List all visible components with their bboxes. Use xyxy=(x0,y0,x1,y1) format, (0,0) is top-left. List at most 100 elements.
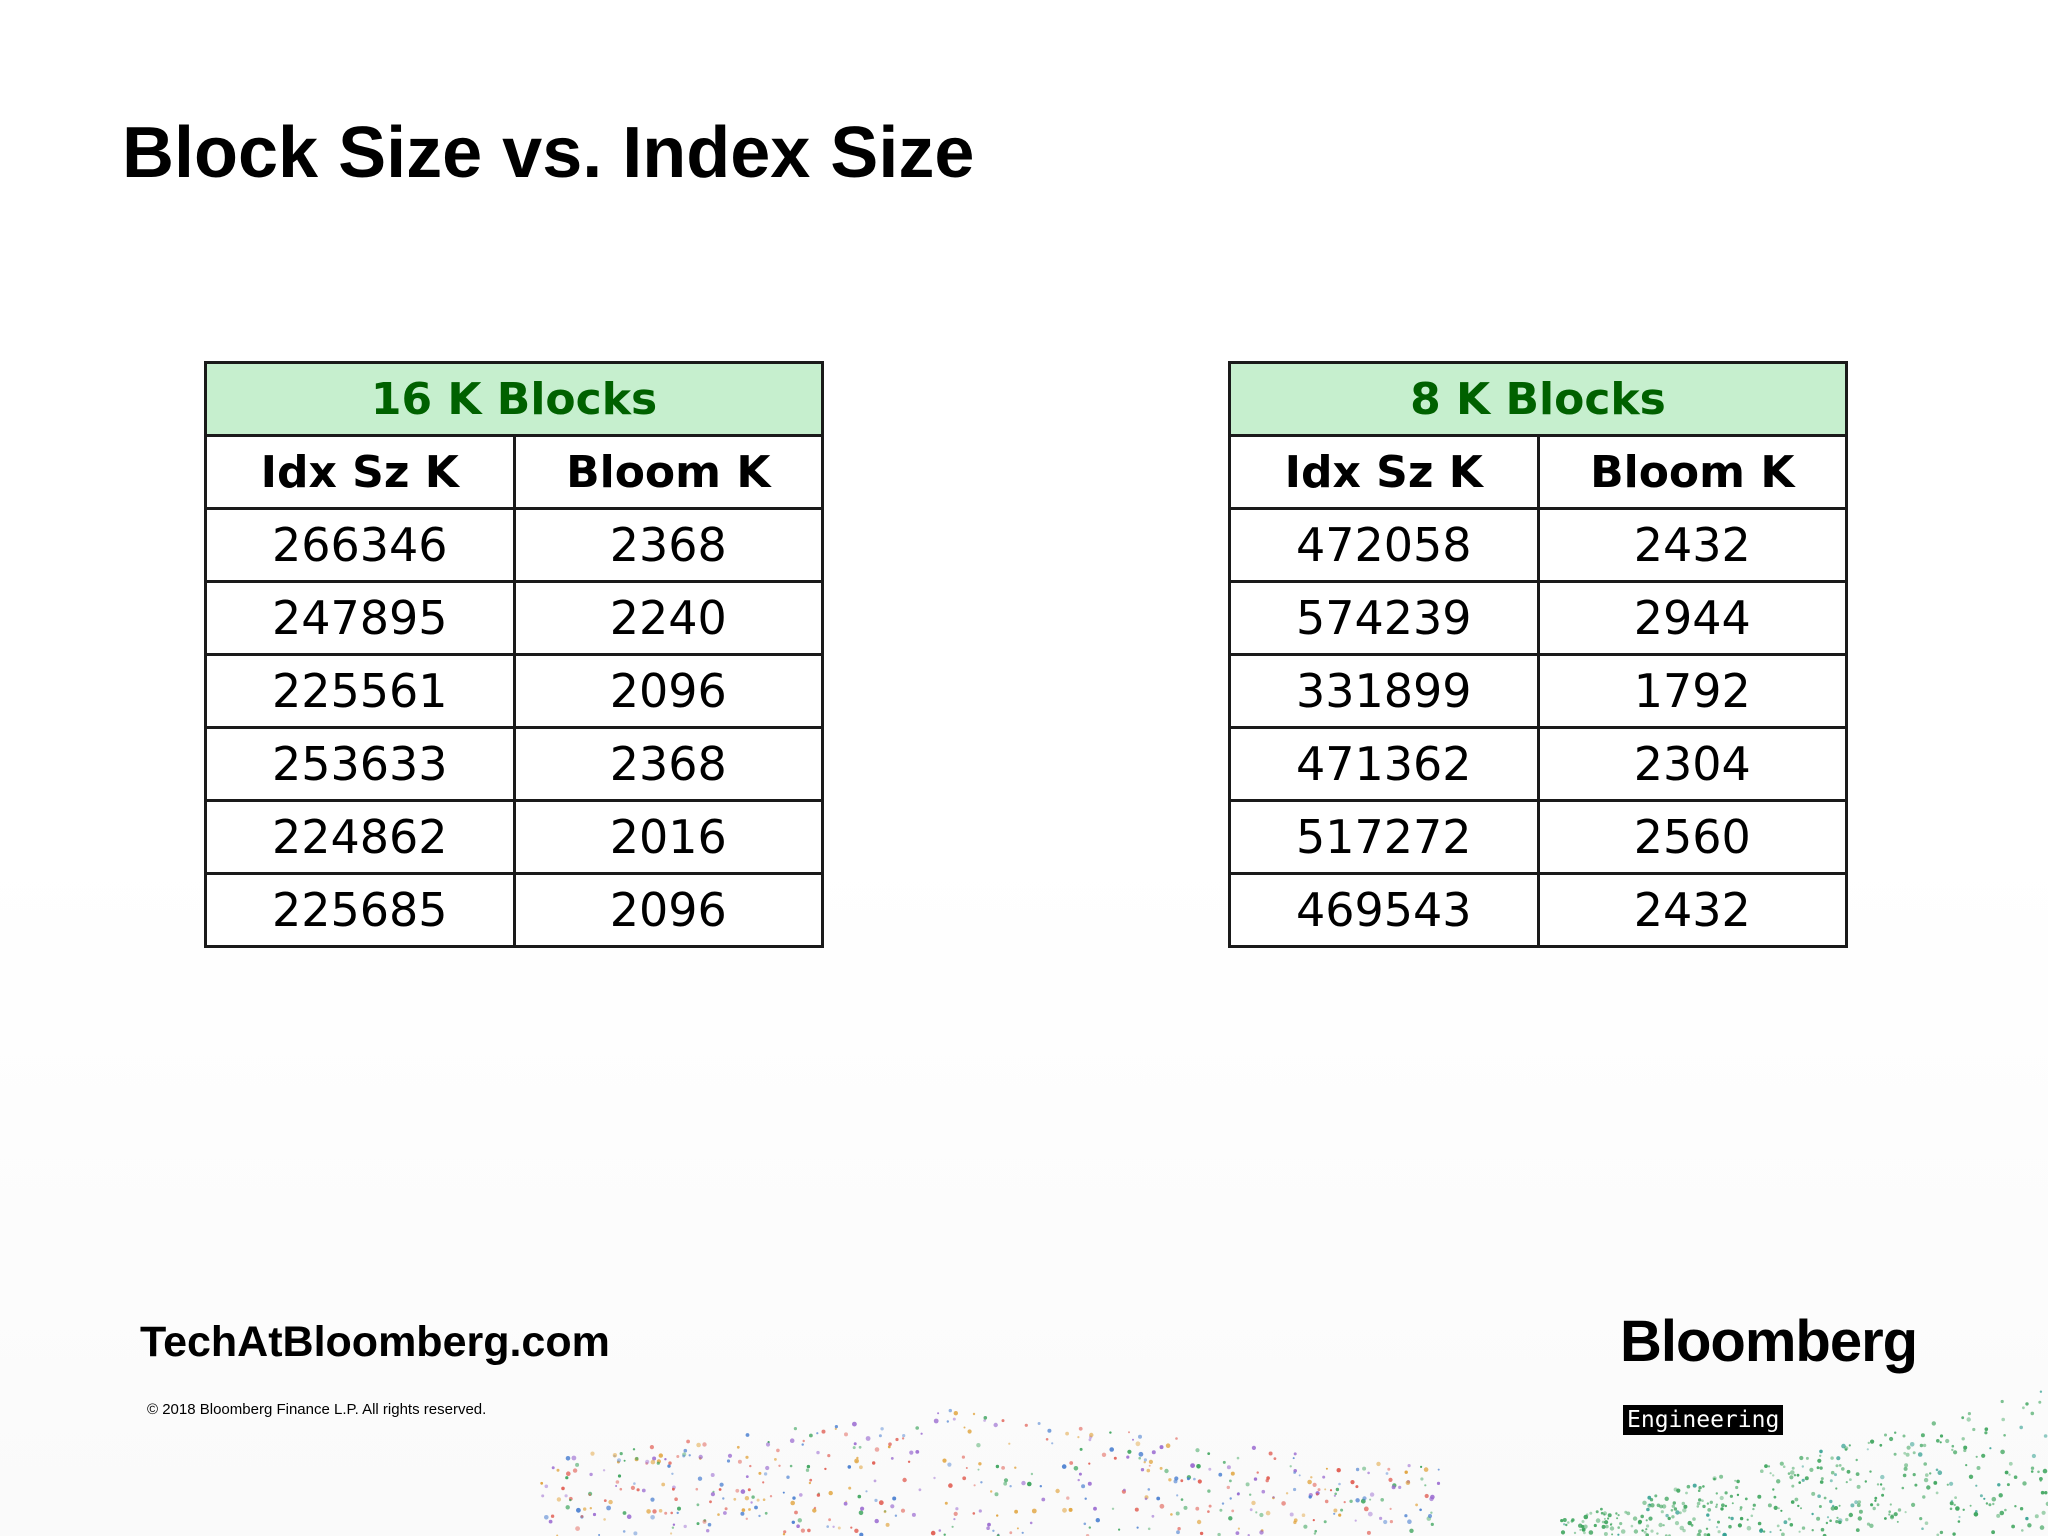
decorative-dot xyxy=(619,1487,623,1491)
decorative-dot xyxy=(1780,1509,1783,1512)
decorative-dot xyxy=(556,1468,560,1472)
decorative-dot xyxy=(1799,1455,1804,1461)
decorative-dot xyxy=(911,1512,916,1517)
decorative-dot xyxy=(953,1411,958,1416)
decorative-dot xyxy=(1601,1520,1605,1524)
decorative-dot xyxy=(1175,1437,1178,1440)
decorative-dot xyxy=(2039,1477,2043,1481)
decorative-dot xyxy=(782,1533,786,1536)
decorative-dot xyxy=(1014,1466,1017,1469)
decorative-dot xyxy=(1333,1494,1336,1497)
decorative-dot xyxy=(1906,1445,1911,1450)
decorative-dot xyxy=(1221,1502,1225,1505)
decorative-dot xyxy=(1929,1472,1932,1475)
decorative-dot xyxy=(880,1427,884,1431)
decorative-dot xyxy=(645,1459,650,1464)
decorative-dot xyxy=(873,1479,877,1483)
decorative-dot xyxy=(1367,1471,1370,1475)
footer-site-link[interactable]: TechAtBloomberg.com xyxy=(140,1318,610,1366)
decorative-dot xyxy=(575,1462,580,1467)
decorative-dot xyxy=(719,1482,724,1487)
decorative-dot xyxy=(1151,1450,1156,1455)
decorative-dot xyxy=(754,1505,758,1510)
decorative-dot xyxy=(1420,1465,1423,1468)
decorative-dot xyxy=(670,1532,673,1535)
decorative-dot xyxy=(2030,1411,2035,1416)
decorative-dot xyxy=(965,1467,968,1469)
decorative-dot xyxy=(1876,1503,1880,1507)
decorative-dot xyxy=(789,1464,793,1468)
decorative-dot xyxy=(1126,1455,1130,1459)
decorative-dot xyxy=(2039,1525,2045,1530)
decorative-dot xyxy=(1819,1454,1822,1457)
decorative-dot xyxy=(1061,1464,1067,1469)
decorative-dot xyxy=(1323,1520,1327,1524)
decorative-dot xyxy=(2040,1490,2045,1495)
table-row: 331899 1792 xyxy=(1228,653,1848,729)
decorative-dot xyxy=(1811,1491,1816,1496)
decorative-dot xyxy=(1962,1508,1965,1511)
decorative-dot xyxy=(1991,1530,1995,1535)
decorative-dot xyxy=(1857,1500,1862,1504)
decorative-dot xyxy=(769,1495,773,1498)
decorative-dot xyxy=(1884,1433,1887,1437)
decorative-dot xyxy=(885,1522,890,1527)
decorative-dot xyxy=(809,1478,813,1482)
decorative-dot xyxy=(1101,1452,1107,1457)
decorative-dot xyxy=(1936,1533,1940,1536)
decorative-dot xyxy=(616,1458,622,1463)
engineering-badge: Engineering xyxy=(1623,1405,1784,1435)
decorative-dot xyxy=(650,1515,655,1520)
decorative-dot xyxy=(1872,1506,1876,1511)
decorative-dot xyxy=(1881,1493,1885,1497)
decorative-dot xyxy=(792,1496,796,1500)
decorative-dot xyxy=(1975,1510,1978,1513)
decorative-dot xyxy=(571,1455,577,1461)
decorative-dot xyxy=(938,1529,942,1532)
decorative-dot xyxy=(1338,1482,1341,1486)
decorative-dot xyxy=(1136,1526,1139,1529)
decorative-dot xyxy=(1648,1503,1651,1506)
decorative-dot xyxy=(1730,1516,1734,1521)
decorative-dot xyxy=(1285,1492,1289,1495)
decorative-dot xyxy=(1809,1467,1814,1472)
decorative-dot xyxy=(615,1480,620,1484)
decorative-dot xyxy=(1251,1445,1256,1450)
decorative-dot xyxy=(1674,1521,1680,1526)
decorative-dot xyxy=(1673,1487,1678,1492)
decorative-dot xyxy=(1801,1478,1805,1482)
decorative-dot xyxy=(1837,1518,1843,1523)
decorative-dot xyxy=(1777,1507,1780,1510)
decorative-dot xyxy=(1383,1519,1388,1525)
decorative-dot xyxy=(1880,1474,1885,1480)
decorative-dot xyxy=(2022,1406,2025,1410)
decorative-dot xyxy=(1077,1436,1080,1439)
decorative-dot xyxy=(1854,1500,1858,1505)
decorative-dot xyxy=(1767,1465,1771,1468)
decorative-dot xyxy=(1159,1445,1164,1450)
decorative-dot xyxy=(1949,1501,1954,1506)
decorative-dot xyxy=(883,1510,887,1514)
decorative-dot xyxy=(696,1522,700,1526)
decorative-dot xyxy=(1904,1463,1909,1468)
decorative-dot xyxy=(1844,1448,1848,1451)
decorative-dot xyxy=(1705,1527,1709,1530)
decorative-dot xyxy=(992,1529,995,1532)
decorative-dot xyxy=(1617,1514,1620,1517)
decorative-dot xyxy=(1229,1479,1232,1483)
decorative-dot xyxy=(632,1448,636,1451)
decorative-dot xyxy=(1713,1477,1716,1481)
decorative-dot xyxy=(834,1425,839,1429)
decorative-dot xyxy=(937,1412,940,1415)
decorative-dot xyxy=(676,1455,680,1458)
decorative-dot xyxy=(1293,1487,1297,1492)
decorative-dot xyxy=(1739,1506,1743,1509)
decorative-dot xyxy=(672,1523,676,1526)
decorative-dot xyxy=(1132,1438,1134,1441)
decorative-dot xyxy=(1272,1496,1275,1499)
decorative-dot xyxy=(565,1505,570,1510)
bloom-cell: 2096 xyxy=(512,653,824,729)
decorative-dot xyxy=(1728,1516,1731,1519)
decorative-dot xyxy=(1951,1444,1955,1448)
decorative-dot xyxy=(1922,1443,1927,1448)
